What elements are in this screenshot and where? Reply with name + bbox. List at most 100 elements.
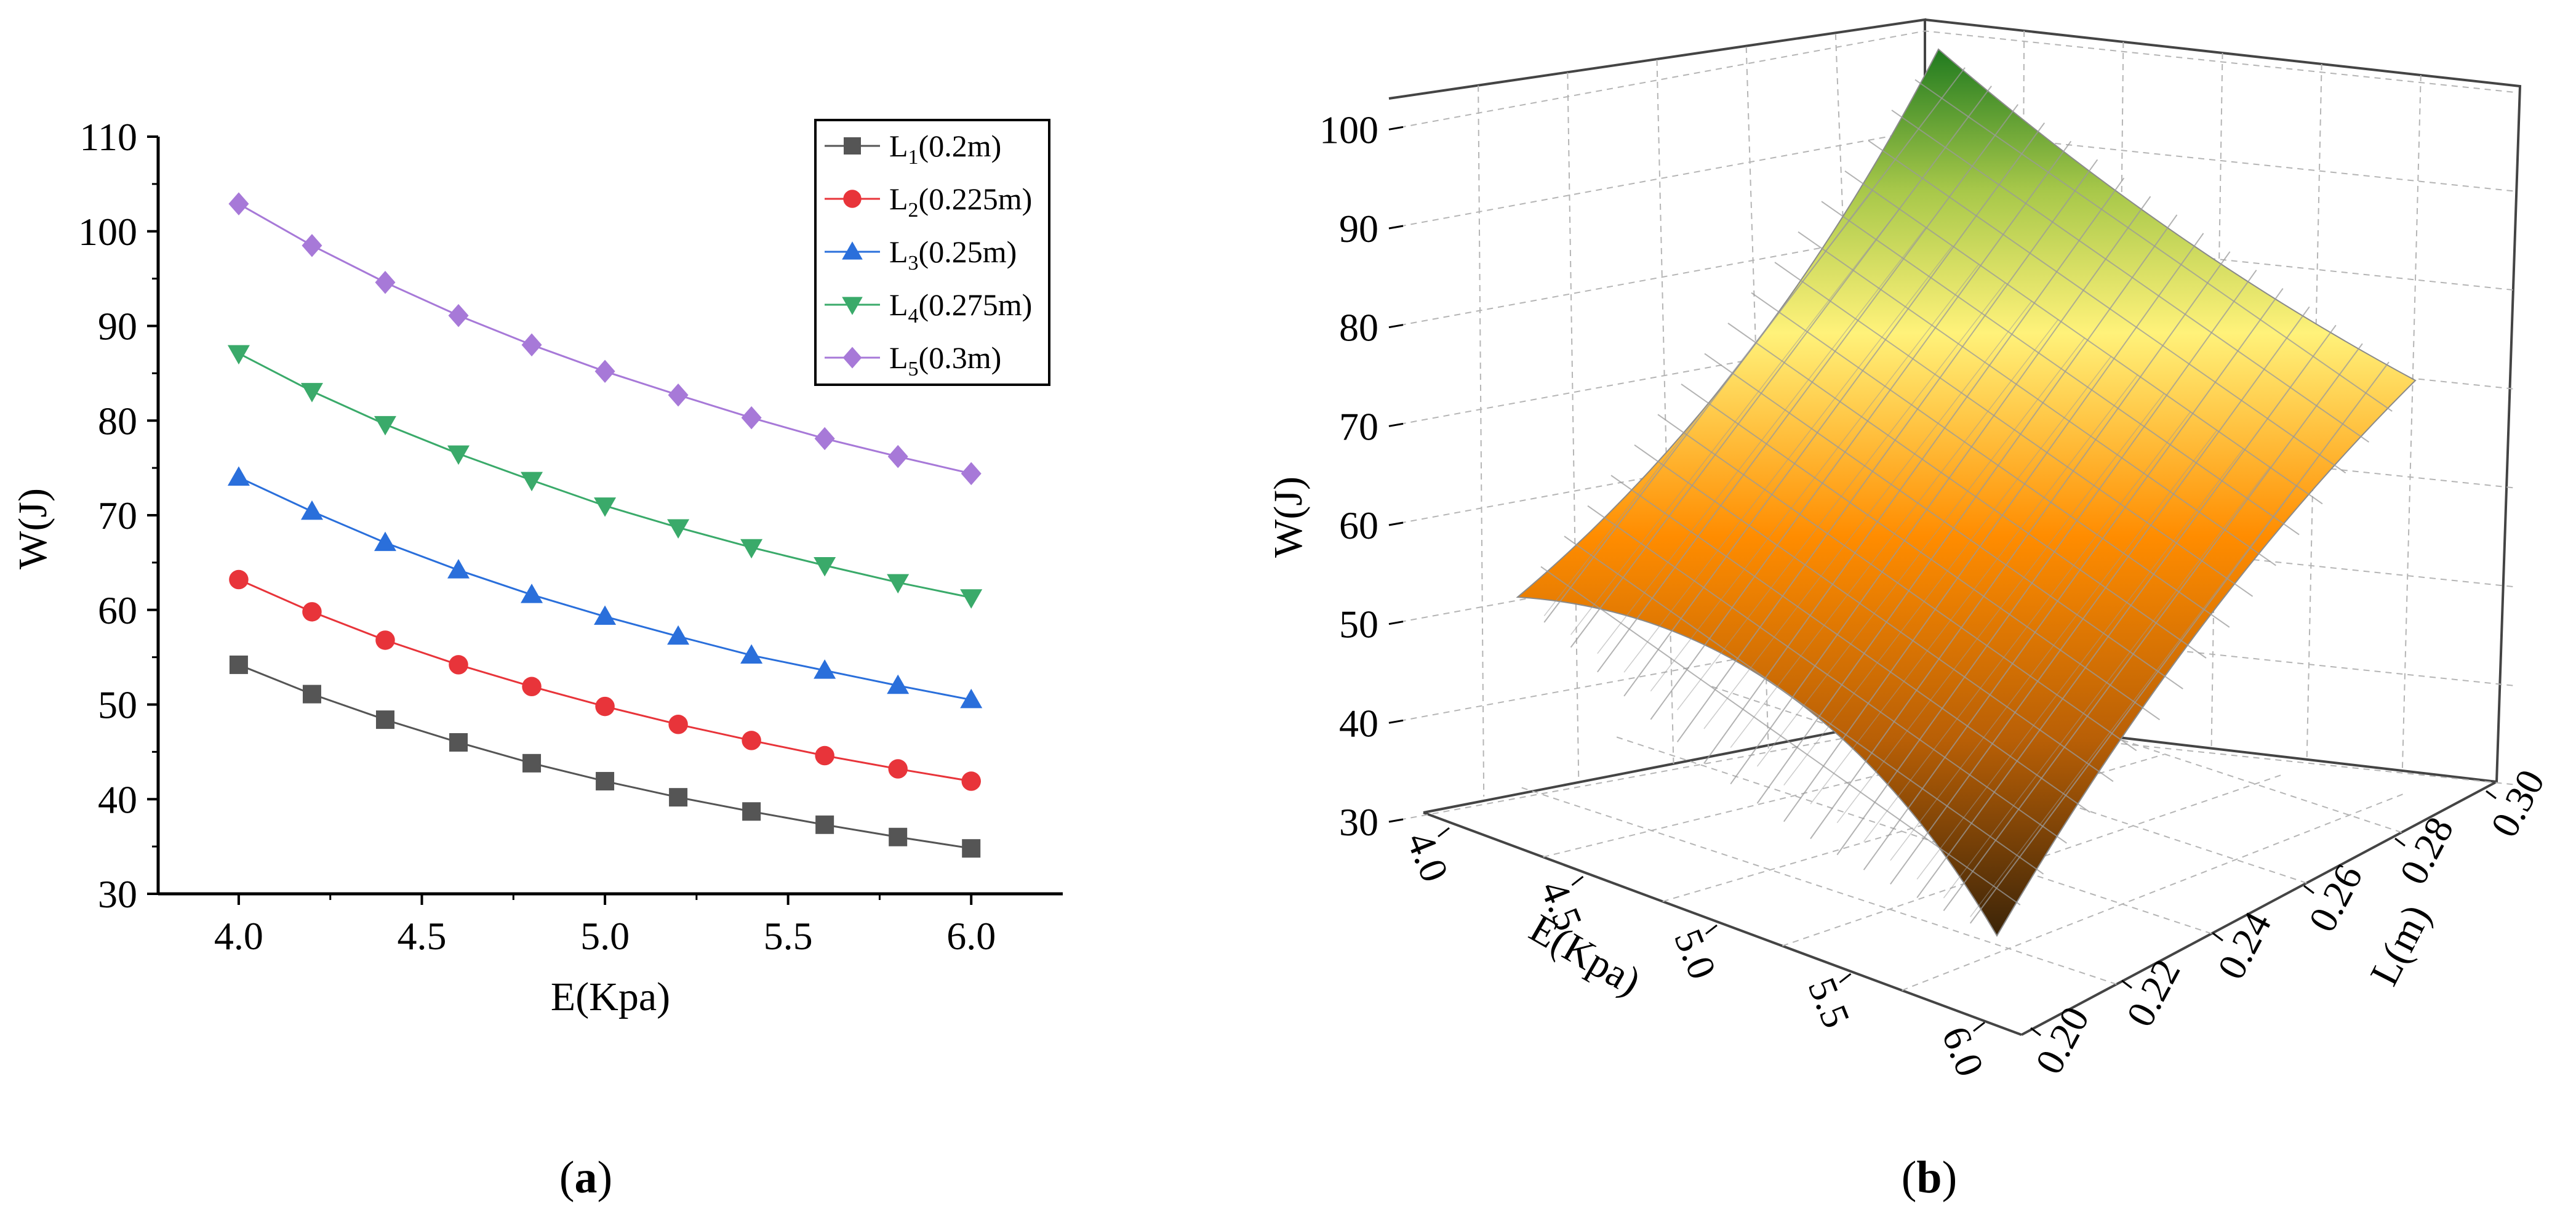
data-point (814, 427, 835, 451)
x-tick-label: 5.0 (580, 914, 630, 958)
tick-labels: 30 40 50 60 70 80 90 100 110 4.0 4.5 5.0 5.5 6.0 (78, 115, 996, 958)
floor-gridline (1613, 735, 2212, 934)
mesh-line (1543, 67, 1966, 623)
tick-marks (147, 135, 973, 905)
data-point (815, 745, 834, 766)
data-point (596, 772, 615, 791)
wall-gridline (1478, 85, 1485, 797)
data-point (375, 710, 394, 729)
x-axis-title: E(Kpa) (551, 974, 670, 1019)
data-point (521, 584, 543, 603)
x-tick (1973, 1021, 1985, 1032)
y-tick-label: 40 (98, 777, 137, 821)
series-4 (227, 345, 983, 609)
y-tick-label: 100 (78, 210, 137, 254)
data-point (668, 383, 689, 407)
data-point (887, 444, 908, 468)
y-tick-label: 0.20 (2026, 1000, 2097, 1081)
mesh-diagonal (1783, 356, 2112, 786)
data-point (300, 500, 323, 520)
data-point (449, 655, 468, 675)
mesh-line (1783, 233, 2204, 822)
data-point (300, 383, 323, 403)
data-point (962, 839, 981, 858)
legend-marker (844, 137, 861, 155)
y-tick-label: 90 (98, 305, 137, 348)
data-point (960, 589, 983, 609)
y-tick-label: 60 (98, 588, 137, 632)
legend-item: L2(0.225m) (825, 182, 1032, 222)
y-tick-label: 0.22 (2118, 952, 2188, 1034)
data-point (814, 556, 836, 577)
panel-label-a: (a) (559, 1152, 612, 1203)
legend-marker (842, 241, 863, 260)
y-tick (2303, 885, 2314, 894)
mesh-line (1868, 140, 2346, 474)
x-tick-label: 5.0 (1666, 923, 1725, 986)
y-axis-title: L(m) (2362, 898, 2440, 992)
wall-gridline (2401, 74, 2422, 771)
x-tick (1438, 827, 1450, 838)
mesh-line (1597, 104, 2018, 673)
data-point (227, 345, 250, 365)
wall-gridline (1567, 72, 1580, 781)
mesh-line (1969, 361, 2390, 924)
legend-item: L4(0.275m) (825, 287, 1032, 327)
x-tick-label: 4.0 (214, 914, 263, 958)
data-point (594, 359, 615, 384)
z-tick (1388, 225, 1404, 230)
mesh-diagonal (1943, 466, 2271, 899)
mesh-diagonal (1836, 393, 2165, 824)
data-point (227, 466, 250, 486)
line-chart: 30 40 50 60 70 80 90 100 110 4.0 4.5 5.0 5.5 6.0 E(Kp… (10, 115, 1063, 1019)
mesh-line (1943, 343, 2363, 912)
data-point (961, 771, 981, 791)
mesh-line (1570, 86, 1992, 648)
series-2 (229, 569, 981, 791)
y-tick-label: 110 (79, 115, 137, 159)
x-tick-label: 4.5 (398, 914, 447, 958)
floor-front-left (1423, 811, 2022, 1036)
legend-item: L1(0.2m) (825, 129, 1001, 169)
mesh-line (1914, 79, 2393, 412)
legend-item: L5(0.3m) (825, 340, 1001, 380)
floor-gridline (1543, 734, 2045, 858)
mesh-diagonal (1703, 300, 2032, 729)
mesh-line (1798, 231, 2276, 566)
data-point (521, 472, 543, 492)
mesh-line (1623, 122, 2046, 697)
mesh-line (1774, 262, 2254, 597)
series-5 (228, 192, 982, 486)
data-point (889, 827, 908, 846)
y-tick (2486, 790, 2497, 800)
y-axis-title: W(J) (10, 488, 55, 569)
mesh-diagonal (1810, 374, 2138, 805)
x-tick-label: 6.0 (946, 914, 996, 958)
legend: L1(0.2m) L2(0.225m) L3(0.25m) L4(0.275m) L5(… (814, 119, 1050, 386)
data-point (522, 753, 542, 773)
mesh-line (1810, 251, 2231, 840)
data-point (302, 685, 321, 704)
mesh-diagonal (1970, 484, 2297, 917)
data-point (594, 497, 617, 517)
z-tick (1388, 324, 1404, 329)
data-point (961, 462, 982, 486)
x-tick-label: 4.0 (1398, 826, 1457, 888)
z-tick (1388, 422, 1404, 427)
data-point (375, 630, 395, 650)
mesh-line (1703, 177, 2125, 764)
floor-gridline (1902, 793, 2404, 991)
mesh-line (1676, 159, 2098, 742)
series-layer (227, 192, 983, 858)
mesh-diagonal (1730, 319, 2059, 748)
y-tick-label: 70 (98, 494, 137, 537)
data-point (742, 731, 761, 750)
data-point (595, 696, 615, 717)
data-point (669, 788, 688, 807)
data-point (742, 802, 761, 821)
y-tick-label: 0.26 (2300, 858, 2370, 939)
z-tick (1388, 621, 1404, 625)
z-tick-label: 60 (1339, 504, 1378, 547)
data-point (815, 815, 834, 834)
